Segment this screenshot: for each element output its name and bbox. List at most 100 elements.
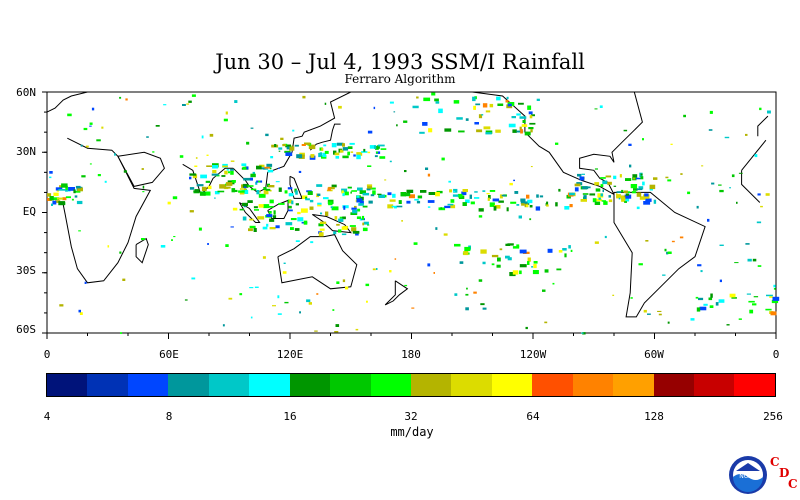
rain-cell — [333, 231, 337, 235]
legend-swatch-11 — [491, 374, 533, 396]
rain-cell — [352, 230, 360, 234]
rain-cell — [189, 210, 194, 213]
rain-cell — [51, 203, 53, 206]
rain-cell — [574, 183, 581, 187]
rain-cell — [489, 202, 495, 207]
rain-cell — [234, 100, 238, 103]
rain-cell — [189, 176, 192, 180]
rain-cell — [294, 228, 300, 231]
rain-cell — [362, 227, 368, 232]
rain-cell — [248, 228, 253, 232]
rain-cell — [367, 130, 373, 134]
rain-cell — [453, 100, 460, 104]
rain-cell — [274, 144, 277, 147]
rain-cell — [474, 197, 480, 199]
rain-cell — [217, 190, 225, 193]
rain-cell — [505, 243, 511, 246]
rain-cell — [366, 300, 368, 303]
rain-cell — [472, 96, 476, 102]
rain-cell — [223, 118, 228, 122]
rain-cell — [726, 324, 730, 326]
rain-cell — [687, 191, 691, 195]
rain-cell — [256, 165, 262, 170]
rain-cell — [505, 100, 509, 103]
rain-cell — [770, 311, 777, 316]
rain-cell — [230, 168, 234, 171]
rain-cell — [594, 108, 598, 110]
rain-cell — [172, 196, 178, 200]
rain-cell — [480, 303, 485, 306]
rain-cell — [55, 187, 63, 191]
rain-cell — [250, 173, 256, 178]
rain-cell — [773, 288, 776, 290]
rain-cell — [440, 207, 443, 210]
rain-cell — [351, 207, 357, 210]
rain-cell — [316, 293, 319, 295]
rain-cell — [582, 186, 589, 190]
rain-cell — [334, 152, 340, 156]
rain-cell — [600, 193, 603, 197]
rain-cell — [62, 197, 67, 201]
rain-cell — [341, 226, 348, 230]
svg-text:NOAA: NOAA — [739, 473, 757, 480]
coast-australia — [277, 234, 358, 290]
rain-cell — [625, 178, 632, 181]
rain-cell — [258, 193, 266, 198]
rain-cell — [521, 124, 528, 127]
rain-cell — [628, 143, 632, 146]
rain-cell — [367, 224, 370, 226]
rain-cell — [495, 129, 501, 133]
rain-cell — [594, 201, 601, 205]
rain-cell — [342, 279, 346, 283]
rain-cell — [275, 225, 280, 229]
lat-label-60n: 60N — [16, 86, 36, 99]
rain-cell — [605, 175, 612, 178]
rain-cell — [267, 169, 274, 173]
lat-label-30n: 30N — [16, 145, 36, 158]
rain-cell — [765, 308, 772, 311]
rain-cell — [636, 188, 643, 191]
rain-cell — [214, 197, 216, 199]
rain-cell — [269, 227, 276, 230]
rain-cell — [665, 176, 669, 179]
legend-swatch-17 — [734, 374, 775, 396]
rain-cell — [608, 195, 611, 198]
legend-swatch-10 — [451, 374, 492, 396]
legend-tick-32: 32 — [404, 410, 418, 423]
rain-cell — [192, 174, 198, 179]
rain-cell — [287, 187, 293, 190]
rain-cell — [526, 194, 530, 199]
rain-cell — [125, 98, 128, 101]
rain-cell — [352, 209, 358, 214]
rain-cell — [77, 187, 83, 192]
rain-cell — [529, 205, 533, 208]
legend-tick-8: 8 — [165, 410, 173, 423]
coast-new-zealand — [384, 280, 409, 306]
rain-cell — [462, 202, 467, 206]
legend-swatch-14 — [613, 374, 654, 396]
rain-cell — [697, 264, 702, 267]
rain-cell — [367, 165, 372, 167]
rain-cell — [574, 187, 579, 192]
rain-cell — [123, 170, 127, 173]
rain-cell — [579, 176, 585, 181]
rain-cell — [242, 202, 248, 206]
rain-cell — [269, 189, 272, 192]
rain-cell — [636, 177, 641, 180]
rain-cell — [489, 190, 496, 192]
rain-cell — [679, 236, 684, 239]
rain-cell — [624, 194, 632, 199]
rain-cell — [435, 227, 438, 230]
rain-cell — [527, 199, 533, 204]
rain-cell — [408, 194, 415, 199]
rain-cell — [65, 196, 71, 199]
rain-cell — [528, 111, 533, 115]
rain-cell — [188, 100, 192, 103]
rain-cell — [89, 163, 92, 165]
rain-cell — [417, 195, 423, 199]
rain-cell — [491, 263, 495, 266]
rain-cell — [80, 144, 83, 147]
coast-north-america — [441, 91, 643, 195]
rain-cell — [482, 103, 488, 108]
rain-cell — [718, 184, 722, 186]
